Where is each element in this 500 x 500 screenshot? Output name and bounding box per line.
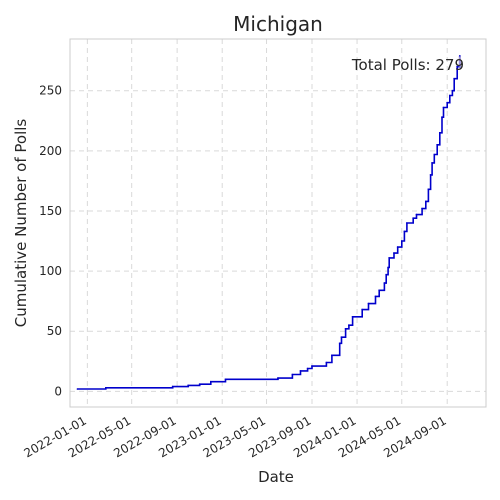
data-point [439, 132, 441, 134]
data-point [436, 144, 438, 146]
grid [70, 39, 486, 407]
data-point [421, 208, 423, 210]
data-point [210, 381, 212, 383]
data-point [311, 365, 313, 367]
data-point [404, 231, 406, 233]
data-point [397, 246, 399, 248]
data-point [443, 107, 445, 109]
data-point [307, 368, 309, 370]
y-axis-label: Cumulative Number of Polls [12, 119, 30, 328]
data-point [348, 324, 350, 326]
x-axis-label: Date [258, 468, 294, 486]
data-point [412, 217, 414, 219]
data-point [449, 95, 451, 97]
data-point [388, 257, 390, 259]
y-tick-label: 150 [39, 204, 62, 218]
y-tick-label: 100 [39, 264, 62, 278]
data-point [375, 296, 377, 298]
y-tick-label: 0 [54, 384, 62, 398]
data-point [331, 355, 333, 357]
data-point [431, 162, 433, 164]
data-point [452, 90, 454, 92]
data-point [352, 316, 354, 318]
data-point [385, 274, 387, 276]
total-polls-annotation: Total Polls: 279 [351, 56, 464, 74]
plot-frame [70, 39, 486, 407]
y-tick-label: 200 [39, 144, 62, 158]
data-point [428, 189, 430, 191]
data-point [339, 343, 341, 345]
data-point [393, 252, 395, 254]
chart-title: Michigan [233, 12, 323, 36]
data-point [277, 377, 279, 379]
data-point [172, 386, 174, 388]
data-point [378, 290, 380, 292]
y-tick-label: 50 [47, 324, 62, 338]
data-point [225, 379, 227, 381]
data-point [416, 214, 418, 216]
data-point [401, 240, 403, 242]
data-point [387, 267, 389, 269]
data-point [187, 385, 189, 387]
data-point [345, 328, 347, 330]
data-point [292, 374, 294, 376]
data-point [441, 116, 443, 118]
data-point [341, 336, 343, 338]
data-point [406, 222, 408, 224]
x-tick-labels: 2022-01-012022-05-012022-09-012023-01-01… [21, 413, 448, 460]
data-point [300, 370, 302, 372]
data-point [77, 388, 79, 390]
data-point [368, 303, 370, 305]
data-point [105, 387, 107, 389]
series-layer [77, 55, 461, 390]
data-point [326, 362, 328, 364]
data-point [384, 282, 386, 284]
series-line [77, 56, 459, 389]
data-point [425, 201, 427, 203]
y-tick-label: 250 [39, 84, 62, 98]
data-point [446, 102, 448, 104]
y-tick-labels: 0 50 100 150 200 250 [39, 84, 62, 399]
data-point [199, 383, 201, 385]
data-point [453, 78, 455, 80]
data-point [361, 309, 363, 311]
data-point [434, 154, 436, 156]
data-point [430, 174, 432, 176]
